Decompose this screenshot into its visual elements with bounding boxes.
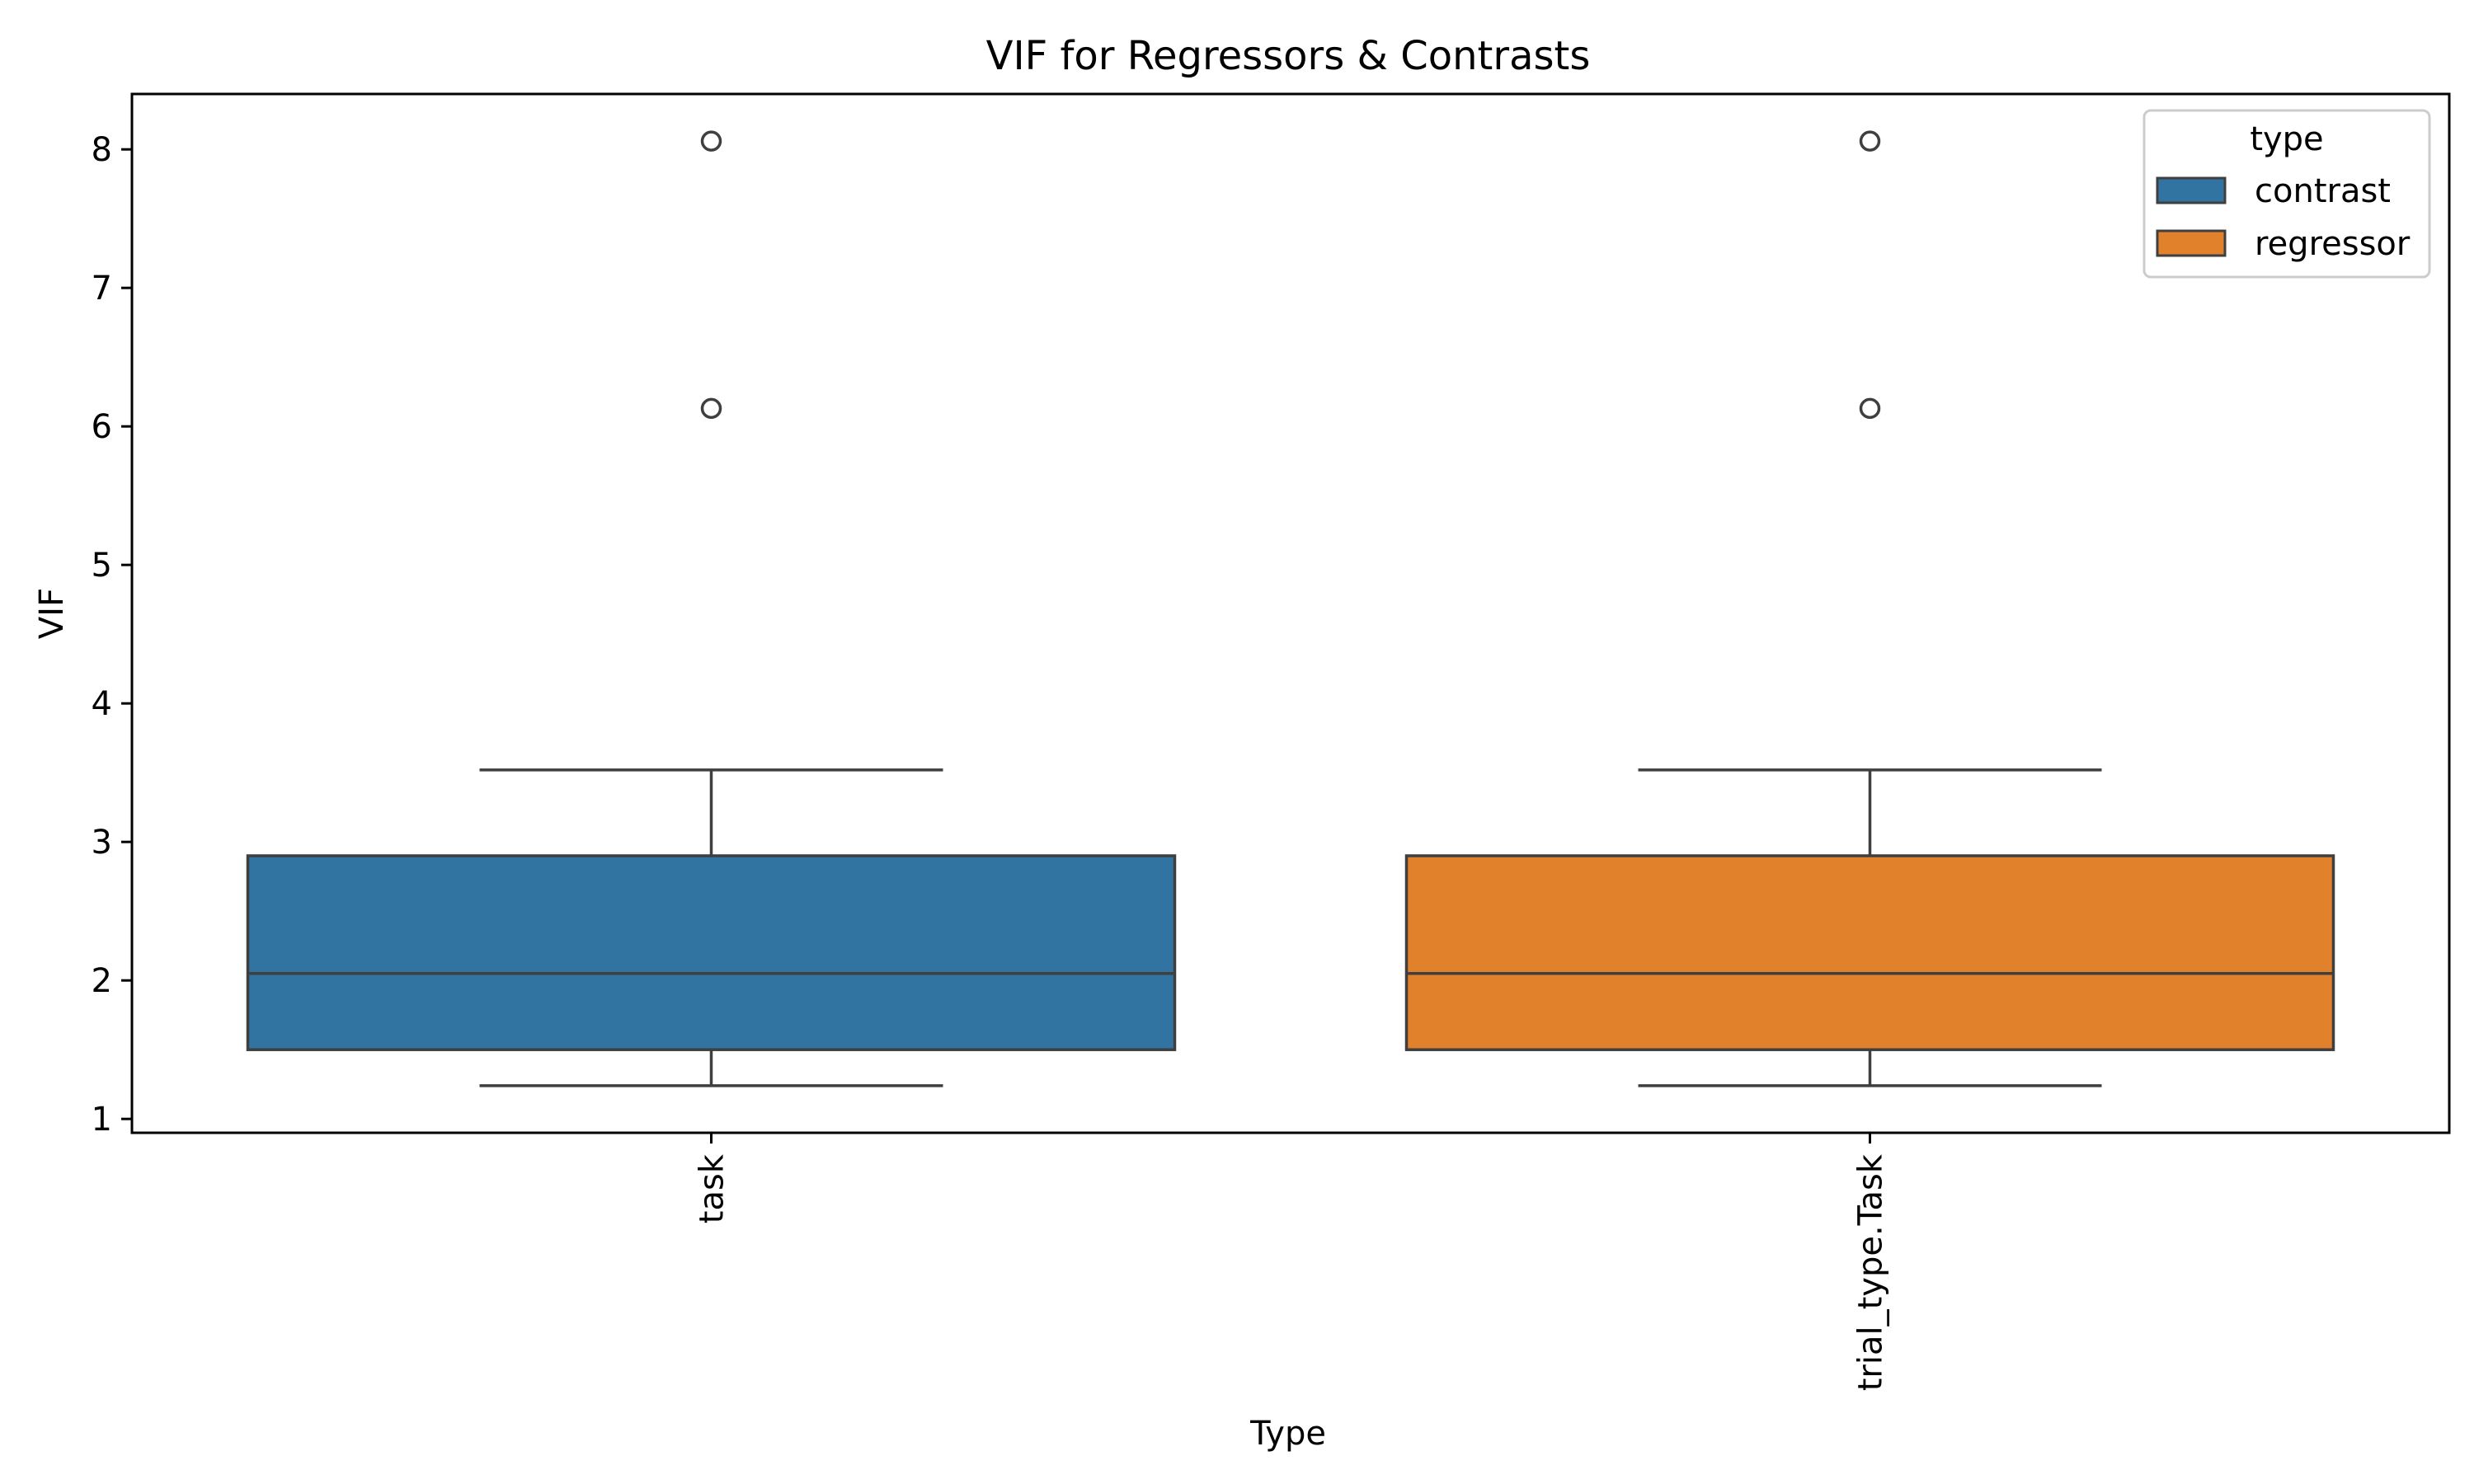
box-contrast (246, 130, 1177, 1087)
y-tick-label: 2 (92, 962, 112, 1000)
y-tick-label: 7 (92, 270, 112, 308)
legend-label-regressor: regressor (2255, 225, 2411, 263)
plot-area (246, 130, 2335, 1087)
legend-title: type (2250, 120, 2323, 158)
legend-swatch-regressor (2156, 229, 2227, 257)
box-regressor (1404, 130, 2335, 1087)
x-tick-label: trial_type.Task (1852, 1153, 1890, 1391)
y-tick-label: 4 (92, 685, 112, 723)
outlier-point (1859, 130, 1881, 152)
box-body (1404, 854, 2335, 1051)
y-tick-label: 3 (92, 824, 112, 862)
box-body (246, 854, 1177, 1051)
y-tick-label: 5 (92, 547, 112, 585)
outlier-point (700, 397, 722, 420)
y-tick-label: 8 (92, 131, 112, 169)
x-axis: task trial_type.Task (694, 1133, 1890, 1391)
x-tick-label: task (694, 1153, 731, 1223)
y-axis: 1 2 3 4 5 6 7 8 (92, 131, 132, 1139)
legend-label-contrast: contrast (2255, 172, 2391, 210)
legend: type contrast regressor (2142, 109, 2431, 279)
chart-title: VIF for Regressors & Contrasts (986, 33, 1591, 79)
y-axis-label: VIF (33, 588, 71, 639)
legend-swatch-contrast (2156, 176, 2227, 204)
y-tick-label: 6 (92, 408, 112, 446)
x-axis-label: Type (1249, 1415, 1326, 1453)
y-tick-label: 1 (92, 1101, 112, 1139)
plot-frame (130, 92, 2451, 1134)
outlier-point (1859, 397, 1881, 420)
outlier-point (700, 130, 722, 152)
